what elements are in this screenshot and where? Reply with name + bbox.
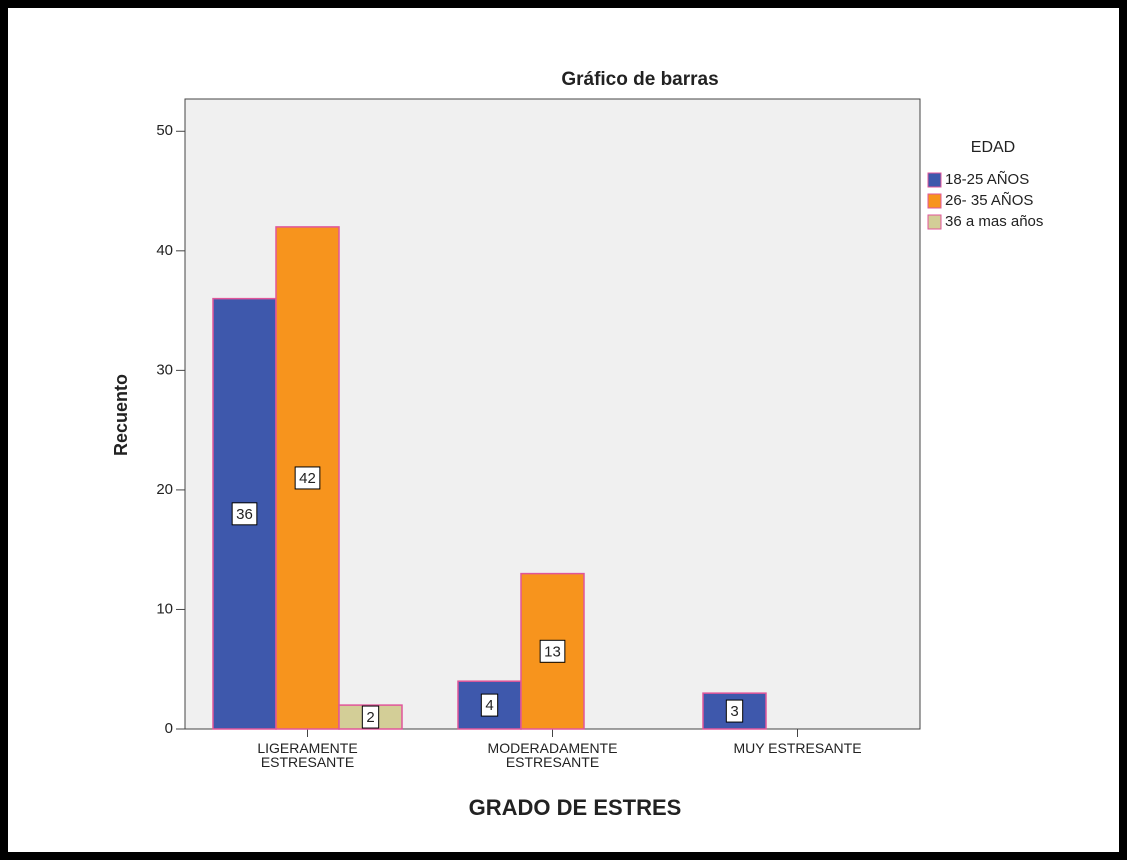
data-label-box bbox=[361, 705, 380, 729]
legend-swatch bbox=[927, 172, 942, 188]
y-tick-label: 30 bbox=[156, 361, 173, 378]
y-tick-label: 40 bbox=[156, 242, 173, 259]
data-label-box bbox=[725, 699, 744, 723]
data-label: 2 bbox=[366, 709, 374, 726]
y-tick-label: 50 bbox=[156, 122, 173, 139]
chart-title: Gráfico de barras bbox=[561, 69, 718, 90]
legend-label: 18-25 AÑOS bbox=[945, 171, 1029, 188]
x-tick-label: MUY ESTRESANTE bbox=[733, 740, 862, 756]
data-label: 13 bbox=[544, 643, 561, 660]
data-label: 4 bbox=[485, 697, 493, 714]
data-label-box bbox=[480, 693, 499, 717]
legend-label: 26- 35 AÑOS bbox=[945, 192, 1033, 209]
legend-swatch bbox=[927, 214, 942, 230]
data-label-box bbox=[539, 639, 566, 663]
legend-swatch bbox=[927, 193, 942, 209]
y-tick-label: 20 bbox=[156, 481, 173, 498]
x-tick-label: LIGERAMENTE ESTRESANTE bbox=[257, 740, 358, 770]
legend-label: 36 a mas años bbox=[945, 213, 1043, 230]
data-label: 42 bbox=[299, 470, 316, 487]
x-tick-label: MODERADAMENTE ESTRESANTE bbox=[487, 740, 618, 770]
legend-title: EDAD bbox=[971, 139, 1015, 156]
y-tick-label: 0 bbox=[165, 720, 173, 737]
data-label: 36 bbox=[236, 506, 253, 523]
y-tick-label: 10 bbox=[156, 600, 173, 617]
y-axis-label: Recuento bbox=[111, 374, 131, 456]
data-label: 3 bbox=[730, 703, 738, 720]
data-label-box bbox=[231, 502, 258, 526]
data-label-box bbox=[294, 466, 321, 490]
x-axis-label: GRADO DE ESTRES bbox=[469, 795, 682, 820]
